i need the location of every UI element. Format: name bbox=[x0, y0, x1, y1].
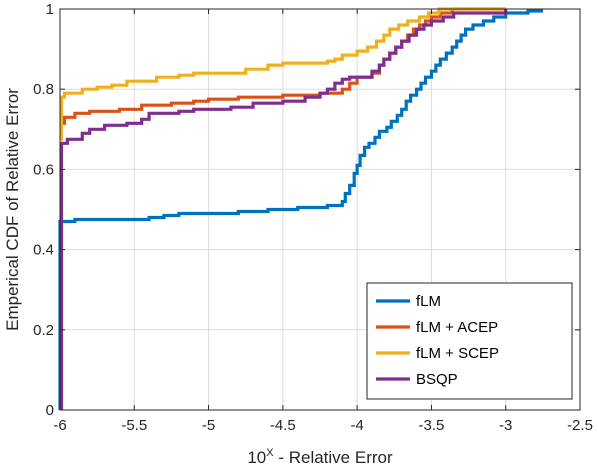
legend-label: fLM + ACEP bbox=[416, 319, 498, 336]
legend: fLM fLM + ACEP fLM + SCEP BSQP bbox=[366, 282, 573, 400]
x-tick-label: -4.5 bbox=[270, 417, 296, 434]
series-line-3 bbox=[59, 9, 508, 410]
y-tick-label: 0.6 bbox=[33, 161, 54, 178]
x-axis-label-text: - Relative Error bbox=[274, 448, 393, 467]
axis-ticks bbox=[59, 8, 581, 411]
x-tick-label: -3 bbox=[499, 417, 512, 434]
x-tick-label: -2.5 bbox=[567, 417, 593, 434]
legend-label: BSQP bbox=[416, 371, 458, 388]
tick-labels: -6 -5.5 -5 -4.5 -4 -3.5 -3 -2.5 0 0.2 0.4 0.6 0.8 1 bbox=[33, 1, 593, 434]
y-tick-label: 0 bbox=[46, 402, 54, 419]
x-tick-label: -4 bbox=[350, 417, 363, 434]
x-axis-label-exponent: X bbox=[266, 447, 274, 459]
x-tick-label: -5 bbox=[202, 417, 215, 434]
x-axis-label-base: 10 bbox=[247, 448, 266, 467]
y-tick-label: 0.8 bbox=[33, 81, 54, 98]
legend-label: fLM + SCEP bbox=[416, 345, 499, 362]
y-tick-label: 1 bbox=[46, 1, 54, 18]
x-axis-label: 10X - Relative Error bbox=[247, 447, 393, 467]
y-tick-label: 0.4 bbox=[33, 242, 54, 259]
plot-frame bbox=[59, 8, 581, 411]
x-tick-label: -6 bbox=[53, 417, 66, 434]
series-line-0 bbox=[58, 9, 543, 410]
legend-label: fLM bbox=[416, 293, 441, 310]
y-tick-label: 0.2 bbox=[33, 322, 54, 339]
x-tick-label: -3.5 bbox=[418, 417, 444, 434]
series-line-1 bbox=[60, 7, 506, 125]
y-axis-label: Emperical CDF of Relative Error bbox=[3, 88, 22, 331]
series-line-2 bbox=[59, 7, 506, 141]
series-lines bbox=[58, 7, 543, 410]
x-tick-label: -5.5 bbox=[121, 417, 147, 434]
